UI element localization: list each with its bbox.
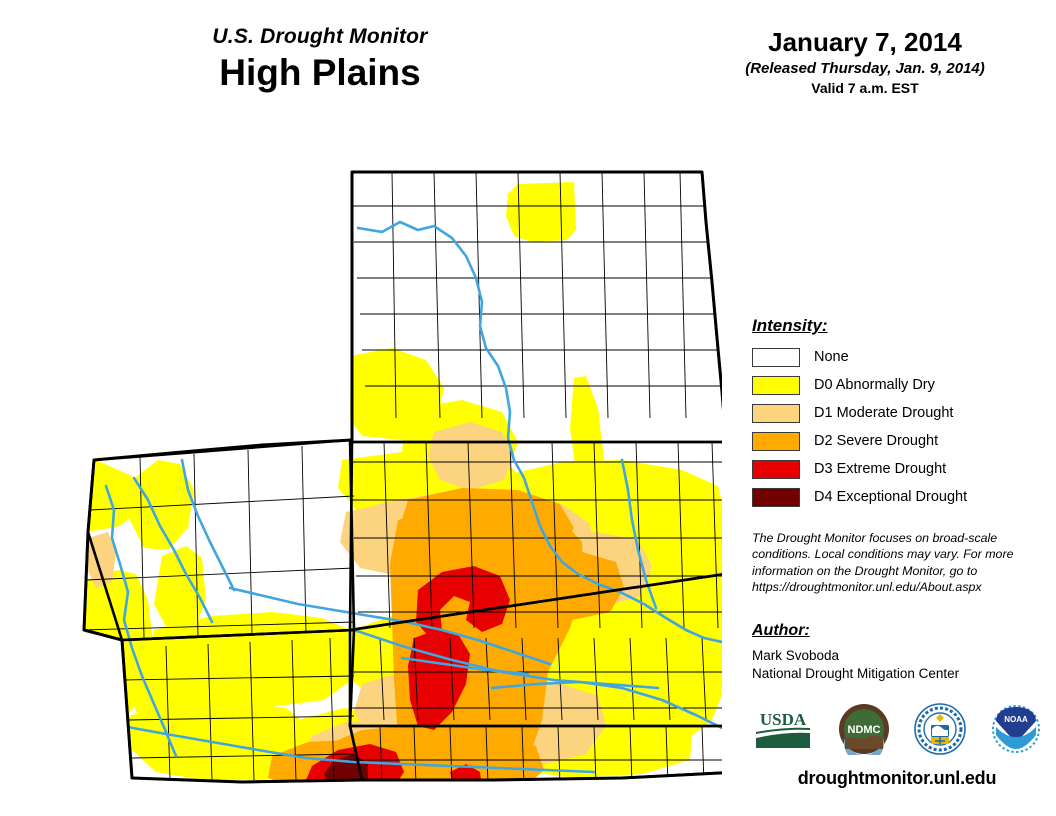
legend-label-none: None bbox=[814, 348, 849, 365]
legend-panel: Intensity: None D0 Abnormally Dry D1 Mod… bbox=[752, 316, 1042, 684]
legend-swatch-none bbox=[752, 347, 800, 367]
disclaimer-text: The Drought Monitor focuses on broad-sca… bbox=[752, 531, 1014, 595]
svg-text:NOAA: NOAA bbox=[1004, 715, 1028, 724]
map-date: January 7, 2014 bbox=[768, 27, 962, 57]
header-left: U.S. Drought Monitor High Plains bbox=[0, 25, 640, 94]
drought-map[interactable] bbox=[62, 160, 722, 790]
legend-item-d4[interactable]: D4 Exceptional Drought bbox=[752, 484, 1042, 510]
legend-swatch-d4 bbox=[752, 487, 800, 507]
page-title: High Plains bbox=[219, 52, 421, 94]
svg-text:USDA: USDA bbox=[760, 710, 807, 729]
legend-item-d2[interactable]: D2 Severe Drought bbox=[752, 428, 1042, 454]
author-org: National Drought Mitigation Center bbox=[752, 666, 960, 682]
map-fill-layer bbox=[84, 172, 722, 782]
legend-swatch-d1 bbox=[752, 403, 800, 423]
legend-item-d0[interactable]: D0 Abnormally Dry bbox=[752, 372, 1042, 398]
legend-label-d0: D0 Abnormally Dry bbox=[814, 376, 935, 393]
author-block: Mark Svoboda National Drought Mitigation… bbox=[752, 647, 1042, 684]
legend-item-none[interactable]: None bbox=[752, 344, 1042, 370]
map-release-date: (Released Thursday, Jan. 9, 2014) bbox=[745, 59, 985, 77]
author-heading: Author: bbox=[752, 621, 810, 639]
header-right: January 7, 2014 (Released Thursday, Jan.… bbox=[700, 28, 1030, 96]
legend-label-d1: D1 Moderate Drought bbox=[814, 404, 954, 421]
usda-logo: USDA bbox=[756, 710, 810, 748]
county-lines bbox=[84, 172, 722, 782]
ndmc-logo: NDMC bbox=[839, 704, 889, 755]
legend-item-d3[interactable]: D3 Extreme Drought bbox=[752, 456, 1042, 482]
legend-swatch-d2 bbox=[752, 431, 800, 451]
legend-swatch-d3 bbox=[752, 459, 800, 479]
legend-label-d3: D3 Extreme Drought bbox=[814, 460, 947, 477]
usdc-seal bbox=[914, 703, 966, 755]
legend-swatch-d0 bbox=[752, 375, 800, 395]
noaa-logo: NOAA bbox=[992, 705, 1040, 753]
map-valid-time: Valid 7 a.m. EST bbox=[811, 79, 919, 96]
author-name: Mark Svoboda bbox=[752, 647, 840, 663]
legend-item-d1[interactable]: D1 Moderate Drought bbox=[752, 400, 1042, 426]
legend-label-d4: D4 Exceptional Drought bbox=[814, 488, 968, 505]
page-subtitle: U.S. Drought Monitor bbox=[212, 25, 428, 48]
legend-title: Intensity: bbox=[752, 316, 828, 335]
site-url[interactable]: droughtmonitor.unl.edu bbox=[797, 768, 997, 788]
logo-row: USDA NDMC NOAA bbox=[752, 700, 1042, 758]
legend-label-d2: D2 Severe Drought bbox=[814, 432, 939, 449]
svg-text:NDMC: NDMC bbox=[848, 724, 881, 736]
state-boundaries bbox=[82, 170, 722, 784]
map-svg bbox=[82, 170, 722, 784]
rivers-layer bbox=[104, 220, 722, 774]
